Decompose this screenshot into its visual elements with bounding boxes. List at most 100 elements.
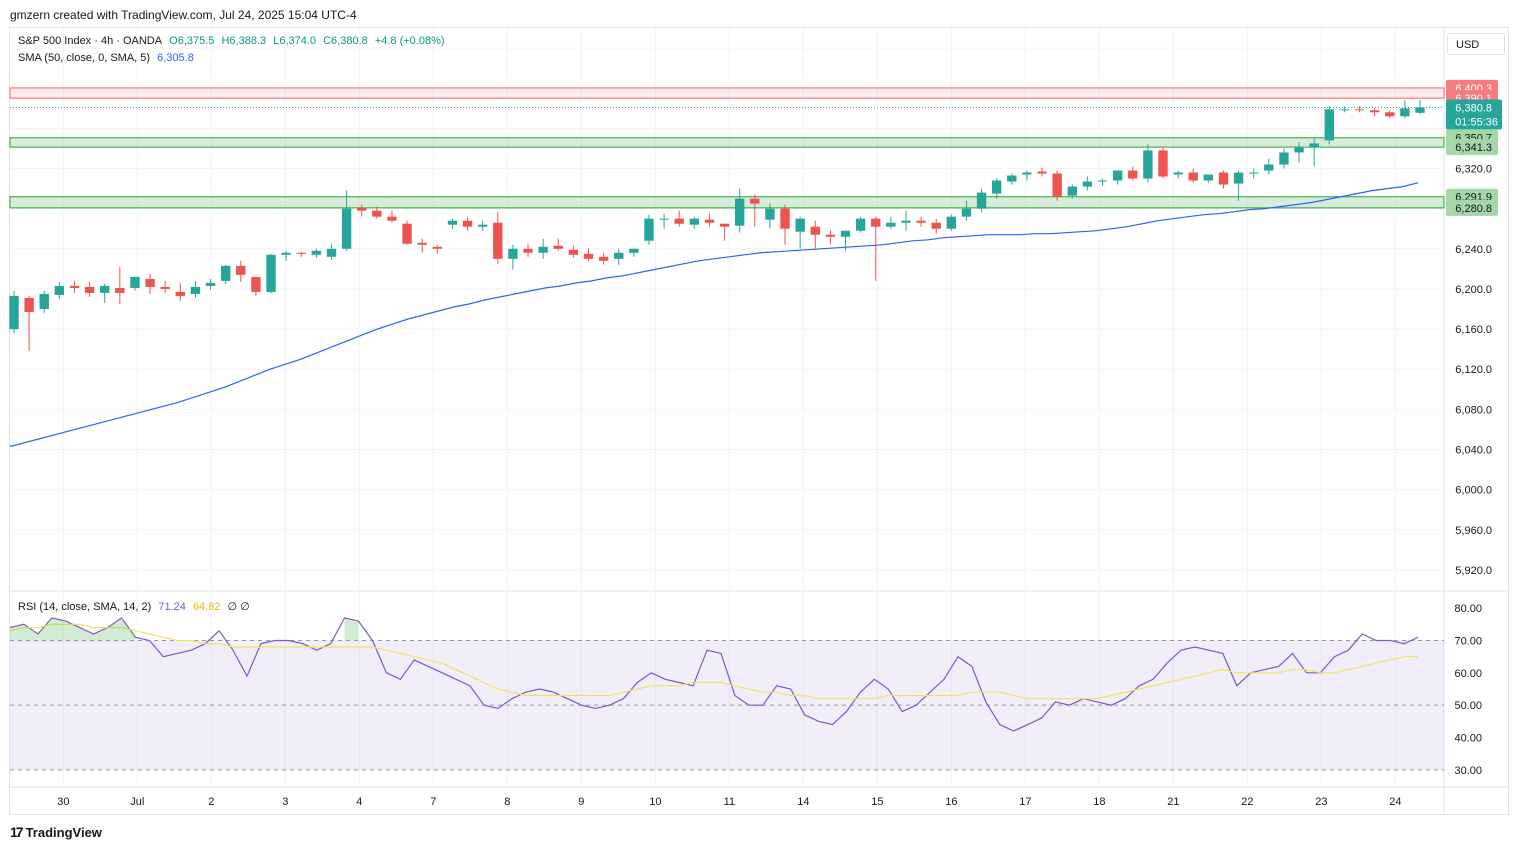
candle-body: [1354, 109, 1365, 111]
rsi-tick-label: 80.00: [1454, 603, 1482, 615]
candle-body: [719, 223, 730, 227]
candle-body: [659, 218, 669, 220]
candle-body: [190, 286, 201, 294]
time-tick-label: 18: [1093, 796, 1105, 808]
change-value: +4.8 (+0.08%): [374, 35, 445, 47]
candle-body: [1128, 170, 1138, 179]
sma-value: 6,305.8: [157, 52, 194, 64]
time-tick-label: 8: [504, 796, 510, 808]
rsi-tick-label: 70.00: [1454, 636, 1482, 648]
candle-body: [175, 291, 185, 296]
time-tick-label: 3: [282, 796, 288, 808]
rsi-extra: ∅ ∅: [227, 601, 250, 613]
candle-body: [1339, 109, 1350, 111]
candle-body: [568, 249, 579, 255]
candle-body: [1249, 172, 1259, 174]
candle-body: [205, 282, 216, 286]
candle-body: [780, 208, 790, 229]
candle-body: [372, 210, 382, 217]
candle-body: [1218, 172, 1229, 185]
time-tick-label: 4: [356, 796, 362, 808]
price-tick-label: 6,160.0: [1455, 324, 1492, 336]
candle-body: [341, 208, 352, 249]
candle-body: [115, 287, 125, 293]
time-tick-label: 22: [1241, 796, 1253, 808]
candle-body: [1143, 150, 1153, 179]
support-zone: [9, 196, 1445, 209]
candle-body: [1233, 172, 1244, 184]
candle-body: [1097, 180, 1108, 182]
candle-body: [523, 248, 533, 253]
candle-body: [1173, 172, 1183, 175]
close-value: C6,380.8: [323, 35, 368, 47]
candle-body: [145, 278, 155, 287]
candle-body: [871, 218, 881, 227]
zone-price-badge: [1446, 139, 1498, 156]
price-tick-label: 6,240.0: [1455, 244, 1492, 256]
candle-body: [931, 222, 941, 229]
currency-button[interactable]: USD: [1447, 33, 1505, 55]
time-tick-label: 10: [649, 796, 661, 808]
time-tick-label: 2: [208, 796, 214, 808]
candle-body: [855, 218, 866, 231]
rsi-tick-label: 40.00: [1454, 733, 1482, 745]
time-tick-label: 17: [1019, 796, 1031, 808]
candle-body: [1324, 109, 1334, 141]
rsi-ma-value: 64.82: [192, 601, 221, 613]
candle-body: [598, 256, 609, 261]
candle-body: [39, 293, 49, 309]
candle-body: [1415, 107, 1425, 113]
candle-body: [266, 254, 276, 292]
open-value: O6,375.5: [169, 35, 215, 47]
rsi-label[interactable]: RSI (14, close, SMA, 14, 2): [18, 601, 152, 613]
sma-label[interactable]: SMA (50, close, 0, SMA, 5): [18, 52, 151, 64]
candle-body: [311, 250, 322, 255]
time-tick-label: 23: [1315, 796, 1327, 808]
symbol-label[interactable]: S&P 500 Index · 4h · OANDA: [18, 35, 163, 47]
price-tick-label: 6,200.0: [1455, 284, 1492, 296]
candle-body: [1279, 152, 1289, 165]
tradingview-logo-icon: 17: [10, 824, 24, 840]
last-price-badge: [1446, 99, 1502, 130]
sma-legend: SMA (50, close, 0, SMA, 5) 6,305.8: [18, 52, 198, 64]
candle-body: [1052, 173, 1062, 197]
candle-body: [447, 220, 458, 225]
candle-body: [992, 180, 1002, 194]
candle-body: [1037, 171, 1047, 174]
rsi-tick-label: 50.00: [1454, 700, 1482, 712]
candle-body: [326, 248, 337, 257]
countdown-label: 01:55:36: [1455, 116, 1498, 128]
candle-body: [795, 218, 805, 232]
time-tick-label: 16: [945, 796, 957, 808]
candle-body: [220, 265, 231, 281]
candle-body: [508, 248, 518, 259]
candle-body: [493, 222, 503, 259]
candle-body: [236, 265, 246, 275]
rsi-tick-label: 60.00: [1454, 668, 1482, 680]
rsi-tick-label: 30.00: [1454, 765, 1482, 777]
candle-body: [1264, 164, 1274, 171]
candle-body: [296, 252, 306, 254]
candle-body: [1203, 174, 1214, 181]
candle-body: [629, 248, 639, 253]
time-tick-label: 7: [430, 796, 436, 808]
candle-body: [357, 207, 367, 211]
candle-body: [251, 276, 261, 292]
candle-body: [901, 220, 911, 223]
candle-body: [674, 218, 684, 224]
time-tick-label: 14: [797, 796, 809, 808]
candle-body: [825, 234, 836, 237]
candle-body: [734, 198, 745, 226]
candle-body: [976, 192, 987, 209]
price-tick-label: 6,000.0: [1455, 485, 1492, 497]
tradingview-logo[interactable]: 17 TradingView: [10, 824, 102, 840]
zone-price-label: 6,280.8: [1455, 203, 1492, 215]
candle-body: [1112, 170, 1123, 181]
price-tick-label: 6,320.0: [1455, 164, 1492, 176]
candle-body: [100, 285, 110, 293]
candle-body: [946, 216, 957, 229]
time-tick-label: 15: [871, 796, 883, 808]
candle-body: [1400, 108, 1410, 117]
price-tick-label: 5,960.0: [1455, 525, 1492, 537]
